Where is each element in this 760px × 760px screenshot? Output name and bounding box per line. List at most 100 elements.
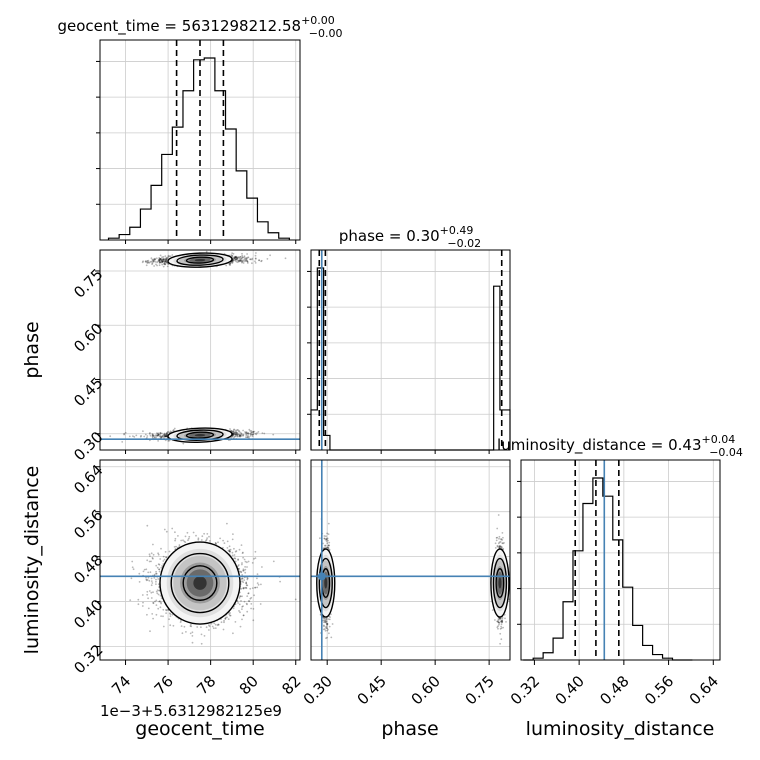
sample-point	[246, 253, 249, 255]
sample-point	[247, 592, 250, 595]
sample-point	[164, 259, 167, 261]
sample-point	[163, 432, 166, 435]
sample-point	[232, 433, 235, 436]
sample-point	[165, 612, 168, 614]
sample-point	[133, 436, 136, 438]
title-geocent-time: geocent_time = 5631298212.58+0.00 −0.00	[57, 14, 342, 40]
sample-point	[160, 259, 163, 261]
sample-point	[238, 597, 241, 599]
sample-point	[242, 614, 245, 617]
sample-point	[145, 261, 148, 264]
sample-point	[151, 262, 154, 265]
sample-point	[256, 573, 259, 575]
sample-point	[245, 258, 248, 261]
sample-point	[248, 435, 250, 438]
sample-point	[157, 583, 160, 586]
sample-point	[155, 564, 158, 567]
sample-point	[266, 258, 269, 260]
sample-point	[156, 261, 159, 264]
sample-point	[158, 435, 161, 438]
sample-point	[252, 619, 255, 622]
sample-point	[233, 433, 236, 436]
sample-point	[192, 531, 195, 534]
sample-point	[156, 566, 159, 569]
sample-point	[237, 558, 240, 561]
sample-point	[191, 641, 194, 644]
sample-point	[164, 262, 166, 265]
sample-point	[165, 435, 167, 438]
sample-point	[159, 606, 162, 609]
sample-point	[242, 429, 245, 432]
sample-point	[257, 431, 260, 433]
sample-point	[241, 261, 243, 264]
sample-point	[242, 551, 244, 554]
sample-point	[255, 433, 258, 436]
sample-point	[163, 433, 166, 436]
sample-point	[159, 600, 161, 603]
sample-point	[146, 579, 149, 581]
sample-point	[242, 587, 245, 589]
sample-point	[200, 626, 202, 629]
sample-point	[250, 596, 253, 599]
sample-point	[157, 607, 160, 610]
sample-point	[158, 568, 160, 571]
sample-point	[238, 259, 241, 262]
sample-point	[135, 434, 138, 437]
sample-point	[152, 260, 155, 263]
sample-point	[155, 580, 157, 583]
sample-point	[165, 433, 168, 435]
sample-point	[206, 537, 209, 539]
sample-point	[145, 260, 147, 263]
sample-point	[214, 542, 217, 544]
sample-point	[142, 430, 144, 433]
sample-point	[160, 259, 163, 262]
sample-point	[245, 259, 248, 262]
sample-point	[203, 635, 206, 637]
sample-point	[161, 261, 164, 263]
sample-point	[237, 429, 239, 431]
sample-point	[252, 430, 255, 433]
sample-point	[246, 566, 248, 568]
sample-point	[201, 535, 204, 538]
sample-point	[174, 537, 177, 540]
sample-point	[160, 602, 163, 605]
sample-point	[154, 261, 157, 263]
sample-point	[157, 433, 160, 436]
sample-point	[249, 597, 252, 600]
sample-point	[245, 582, 248, 584]
sample-point	[235, 550, 238, 552]
sample-point	[231, 261, 234, 264]
sample-point	[177, 535, 179, 537]
sample-point	[238, 257, 241, 260]
sample-point	[184, 541, 187, 544]
sample-point	[205, 538, 208, 541]
sample-point	[246, 584, 249, 587]
sample-point	[241, 256, 244, 259]
sample-point	[159, 257, 162, 260]
sample-point	[165, 256, 168, 259]
sample-point	[255, 252, 257, 254]
sample-point	[159, 258, 162, 261]
sample-point	[206, 533, 209, 535]
sample-point	[236, 431, 239, 434]
sample-point	[238, 260, 241, 262]
sample-point	[172, 624, 175, 627]
sample-point	[142, 601, 144, 604]
sample-point	[158, 434, 160, 436]
sample-point	[233, 435, 236, 438]
sample-point	[164, 260, 167, 263]
sample-point	[226, 616, 228, 619]
sample-point	[236, 257, 239, 260]
sample-point	[145, 579, 148, 582]
sample-point	[155, 434, 158, 436]
sample-point	[156, 434, 159, 437]
sample-point	[157, 433, 160, 436]
sample-point	[236, 256, 239, 259]
sample-point	[155, 613, 158, 616]
sample-point	[244, 258, 246, 261]
sample-point	[250, 607, 253, 610]
sample-point	[179, 621, 182, 623]
sample-point	[152, 435, 155, 437]
sample-point	[232, 431, 235, 433]
sample-point	[236, 429, 238, 431]
